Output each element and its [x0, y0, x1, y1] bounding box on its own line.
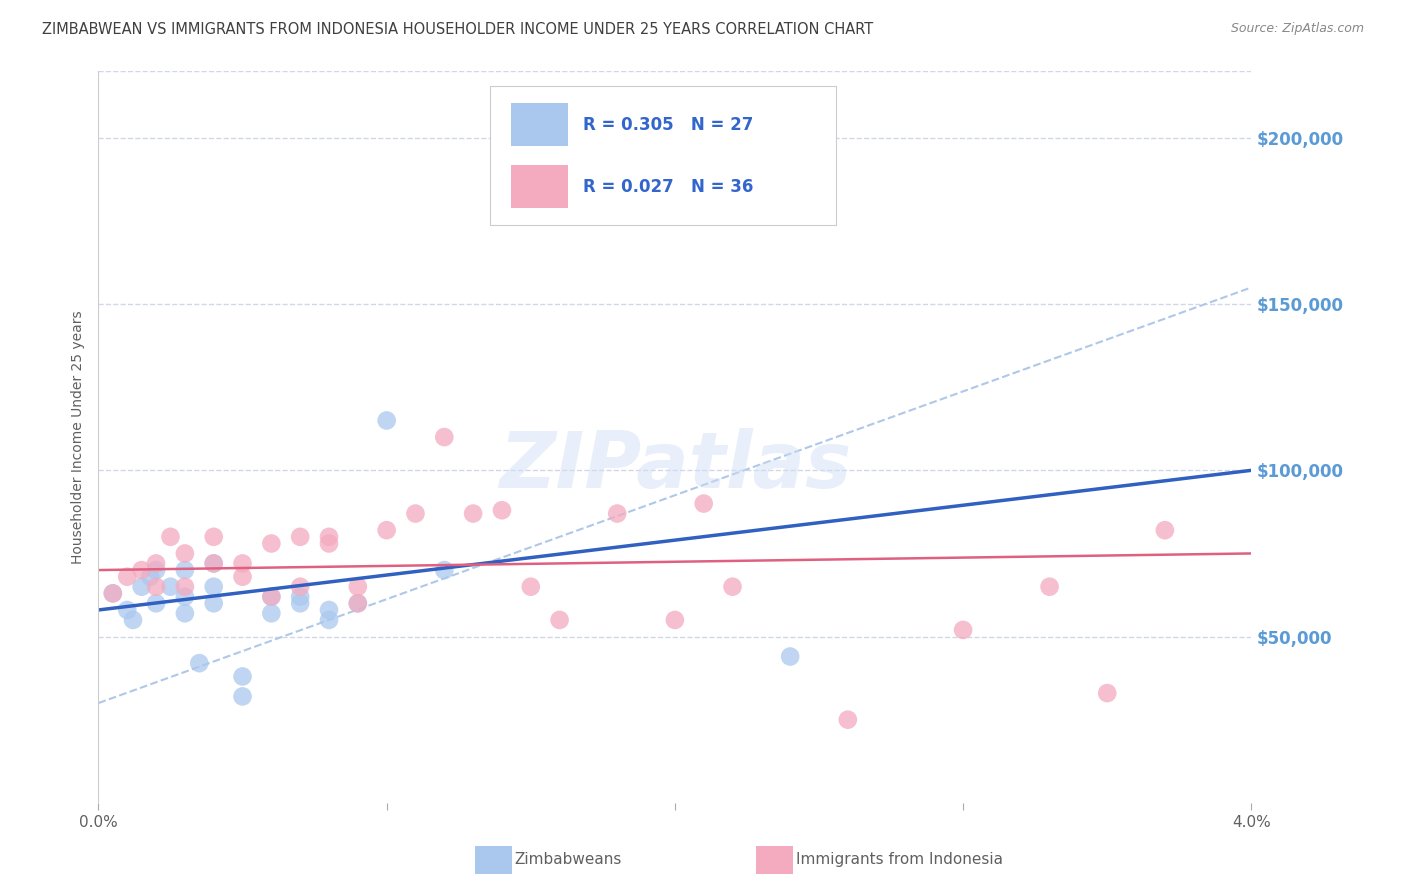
Point: [1038, 580, 1062, 594]
Point: [202, 557, 225, 571]
Point: [122, 613, 145, 627]
Point: [174, 546, 197, 560]
Point: [117, 603, 139, 617]
Point: [290, 590, 312, 604]
Point: [174, 590, 197, 604]
Point: [290, 580, 312, 594]
Point: [202, 580, 225, 594]
Point: [779, 649, 801, 664]
FancyBboxPatch shape: [512, 165, 568, 208]
Point: [260, 536, 283, 550]
Point: [174, 607, 197, 621]
Point: [290, 596, 312, 610]
Point: [174, 563, 197, 577]
Point: [1153, 523, 1175, 537]
Text: Source: ZipAtlas.com: Source: ZipAtlas.com: [1230, 22, 1364, 36]
Point: [346, 596, 368, 610]
Point: [174, 580, 197, 594]
Point: [433, 563, 456, 577]
Point: [202, 557, 225, 571]
Point: [145, 596, 167, 610]
Point: [290, 530, 312, 544]
Point: [520, 580, 543, 594]
Point: [461, 507, 484, 521]
Point: [131, 580, 153, 594]
Point: [231, 570, 254, 584]
Point: [159, 530, 181, 544]
Point: [491, 503, 513, 517]
Point: [202, 530, 225, 544]
Point: [721, 580, 744, 594]
Point: [260, 607, 283, 621]
Point: [131, 563, 153, 577]
Point: [548, 613, 571, 627]
Text: Immigrants from Indonesia: Immigrants from Indonesia: [796, 853, 1002, 867]
Point: [375, 413, 398, 427]
Point: [318, 536, 340, 550]
Point: [117, 570, 139, 584]
Point: [693, 497, 716, 511]
Text: ZIPatlas: ZIPatlas: [499, 428, 851, 504]
Point: [101, 586, 124, 600]
Point: [145, 563, 167, 577]
Point: [606, 507, 628, 521]
Point: [433, 430, 456, 444]
Y-axis label: Householder Income Under 25 years: Householder Income Under 25 years: [70, 310, 84, 564]
Point: [346, 580, 368, 594]
Point: [231, 669, 254, 683]
Point: [188, 656, 211, 670]
Point: [375, 523, 398, 537]
Point: [139, 570, 162, 584]
Point: [202, 596, 225, 610]
Text: ZIMBABWEAN VS IMMIGRANTS FROM INDONESIA HOUSEHOLDER INCOME UNDER 25 YEARS CORREL: ZIMBABWEAN VS IMMIGRANTS FROM INDONESIA …: [42, 22, 873, 37]
Point: [260, 590, 283, 604]
Point: [231, 557, 254, 571]
Text: R = 0.305   N = 27: R = 0.305 N = 27: [582, 116, 754, 134]
FancyBboxPatch shape: [491, 86, 837, 225]
Point: [101, 586, 124, 600]
Point: [318, 530, 340, 544]
Point: [318, 613, 340, 627]
Text: R = 0.027   N = 36: R = 0.027 N = 36: [582, 178, 754, 196]
Point: [159, 580, 181, 594]
Point: [664, 613, 686, 627]
FancyBboxPatch shape: [512, 103, 568, 146]
Point: [260, 590, 283, 604]
Point: [346, 596, 368, 610]
Point: [952, 623, 974, 637]
Point: [405, 507, 427, 521]
Text: Zimbabweans: Zimbabweans: [515, 853, 621, 867]
Point: [837, 713, 859, 727]
Point: [231, 690, 254, 704]
Point: [145, 580, 167, 594]
Point: [1097, 686, 1119, 700]
Point: [318, 603, 340, 617]
Point: [145, 557, 167, 571]
